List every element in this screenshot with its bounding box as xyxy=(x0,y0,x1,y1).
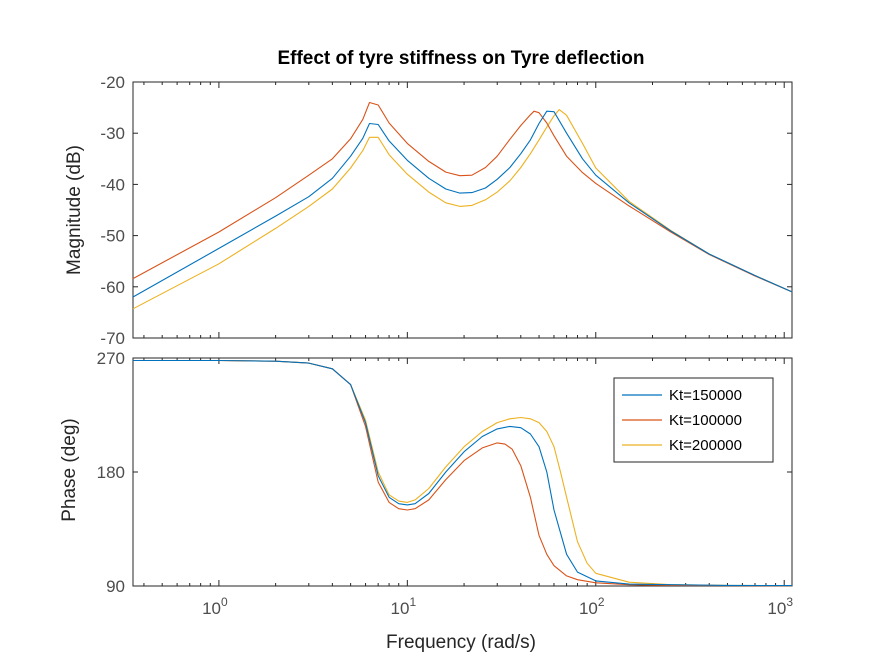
legend-label: Kt=200000 xyxy=(669,437,742,454)
phase-y-tick-label: 270 xyxy=(97,349,125,368)
magnitude-line-kt-150000 xyxy=(132,110,793,298)
magnitude-y-tick-label: -50 xyxy=(100,227,125,246)
x-tick-label-exponent: 0 xyxy=(221,595,228,609)
chart-title: Effect of tyre stiffness on Tyre deflect… xyxy=(277,48,644,69)
x-tick-label: 100 xyxy=(202,595,228,618)
x-tick-label-base: 10 xyxy=(767,599,786,618)
x-axis-label: Frequency (rad/s) xyxy=(386,632,536,653)
legend-label: Kt=100000 xyxy=(669,412,742,429)
magnitude-y-axis-label: Magnitude (dB) xyxy=(64,145,85,275)
phase-y-ticks: 270 180 90 xyxy=(97,349,792,596)
phase-y-tick-label: 90 xyxy=(106,577,125,596)
x-tick-labels: 100 101 102 103 xyxy=(202,595,793,618)
x-tick-label-exponent: 1 xyxy=(409,595,416,609)
phase-lines xyxy=(133,359,793,587)
magnitude-x-ticks xyxy=(143,82,785,338)
magnitude-line-kt-200000 xyxy=(132,109,793,310)
x-tick-label-exponent: 3 xyxy=(786,595,793,609)
magnitude-y-tick-label: -20 xyxy=(100,73,125,92)
magnitude-y-tick-label: -40 xyxy=(100,175,125,194)
x-tick-label-base: 10 xyxy=(202,599,221,618)
magnitude-y-tick-label: -70 xyxy=(100,329,125,348)
magnitude-line-kt-100000 xyxy=(132,101,793,293)
x-tick-label: 102 xyxy=(579,595,605,618)
magnitude-axes: -20 -30 -40 -50 -60 -70 Magnitude (dB) xyxy=(64,73,793,348)
phase-y-tick-label: 180 xyxy=(97,463,125,482)
x-tick-label-base: 10 xyxy=(579,599,598,618)
phase-y-axis-label: Phase (deg) xyxy=(59,418,80,522)
magnitude-y-tick-label: -60 xyxy=(100,278,125,297)
x-tick-label-exponent: 2 xyxy=(598,595,605,609)
magnitude-y-tick-label: -30 xyxy=(100,124,125,143)
phase-line-kt-150000 xyxy=(133,359,793,587)
magnitude-plot-area xyxy=(132,81,793,339)
x-tick-label: 101 xyxy=(391,595,417,618)
legend: Kt=150000 Kt=100000 Kt=200000 xyxy=(613,377,774,463)
x-tick-label-base: 10 xyxy=(391,599,410,618)
legend-label: Kt=150000 xyxy=(669,387,742,404)
magnitude-y-ticks: -20 -30 -40 -50 -60 -70 xyxy=(100,73,792,348)
legend-items: Kt=150000 Kt=100000 Kt=200000 xyxy=(622,387,742,454)
x-tick-label: 103 xyxy=(767,595,793,618)
magnitude-lines xyxy=(132,101,793,310)
